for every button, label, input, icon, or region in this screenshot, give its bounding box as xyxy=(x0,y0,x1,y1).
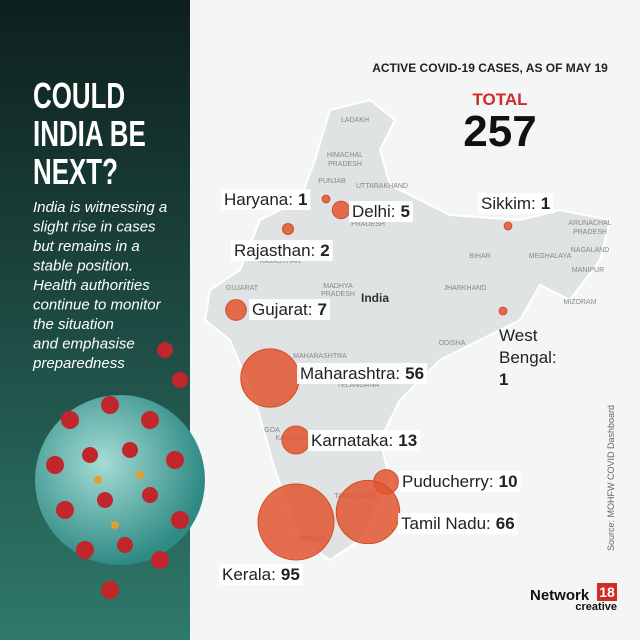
label-bg xyxy=(297,363,428,384)
description: India is witnessing a xyxy=(33,199,167,216)
state-label: Kerala: 95 xyxy=(219,564,303,585)
state-label: Haryana: 1 xyxy=(221,189,311,210)
description: preparedness xyxy=(32,355,125,372)
map-label: UTTARAKHAND xyxy=(356,183,408,190)
map-label: ARUNACHAL xyxy=(568,220,611,227)
label-bg xyxy=(221,189,311,210)
subtitle: ACTIVE COVID-19 CASES, AS OF MAY 19 xyxy=(372,61,608,75)
state-value: 56 xyxy=(405,364,424,383)
state-value: 1 xyxy=(541,194,550,213)
bubble xyxy=(503,221,513,231)
state-label: West Bengal: 1 xyxy=(499,326,557,389)
bubble xyxy=(257,483,335,561)
state-name: Delhi: xyxy=(352,202,395,221)
title: INDIA BE xyxy=(33,114,146,154)
map-label: NAGALAND xyxy=(571,247,610,254)
state-value: 13 xyxy=(398,431,417,450)
state-name: Tamil Nadu: xyxy=(401,514,491,533)
label-bg xyxy=(219,564,303,585)
bubble xyxy=(335,479,401,545)
state-value: 95 xyxy=(281,565,300,584)
map-label: India xyxy=(361,291,389,305)
state-value: 5 xyxy=(400,202,409,221)
state-value: 2 xyxy=(320,241,329,260)
map-label: MEGHALAYA xyxy=(529,253,572,260)
total-label: TOTAL xyxy=(472,90,527,109)
state-label: Karnataka: 13 xyxy=(308,430,421,451)
label-bg xyxy=(231,240,333,261)
bubble xyxy=(281,222,295,236)
state-label: Sikkim: 1 xyxy=(478,193,554,214)
state-name: Haryana: xyxy=(224,190,293,209)
description: but remains in a xyxy=(33,238,140,255)
map-label: MIZORAM xyxy=(563,299,596,306)
total-value: 257 xyxy=(463,107,536,156)
map-label: TELANGANA xyxy=(337,382,380,389)
logo-tag: creative xyxy=(575,601,617,613)
state-value: 7 xyxy=(317,300,326,319)
logo-name: Network xyxy=(530,587,590,604)
description: Health authorities xyxy=(33,277,150,294)
map-label: BIHAR xyxy=(469,253,490,260)
state-name: Bengal: xyxy=(499,348,557,367)
state-value: 10 xyxy=(499,472,518,491)
map-label: MADHYA xyxy=(323,283,353,290)
label-bg xyxy=(478,193,554,214)
state-name: West xyxy=(499,326,538,345)
source: Source: MOHFW COVID Dashboard xyxy=(606,405,616,551)
state-value: 66 xyxy=(496,514,515,533)
map-label: PRADESH xyxy=(321,291,355,298)
map-label: HIMACHAL xyxy=(327,152,363,159)
state-name: Gujarat: xyxy=(252,300,312,319)
state-name: Puducherry: xyxy=(402,472,494,491)
label-bg xyxy=(249,299,330,320)
map-label: RAJASTHAN xyxy=(259,258,301,265)
bubble xyxy=(225,299,247,321)
state-name: Karnataka: xyxy=(311,431,393,450)
map-label: PRADESH xyxy=(328,161,362,168)
state-label: Tamil Nadu: 66 xyxy=(398,513,518,534)
logo-box xyxy=(597,583,617,601)
map-label: ODISHA xyxy=(439,340,466,347)
map-label: MAHARASHTRA xyxy=(293,353,347,360)
bubble xyxy=(281,425,311,455)
map-label: PRADESH xyxy=(351,221,385,228)
description: the situation xyxy=(33,316,114,333)
logo-number: 18 xyxy=(599,584,615,600)
state-name: Sikkim: xyxy=(481,194,536,213)
title: NEXT? xyxy=(33,152,118,192)
state-value: 1 xyxy=(499,370,508,389)
bubble xyxy=(240,348,300,408)
state-name: Maharashtra: xyxy=(300,364,400,383)
virus-illustration xyxy=(35,342,205,599)
map-label: MANIPUR xyxy=(572,267,604,274)
bubble xyxy=(331,200,351,220)
map-label: PUNJAB xyxy=(318,178,346,185)
state-label: Gujarat: 7 xyxy=(249,299,330,320)
state-label: Rajasthan: 2 xyxy=(231,240,333,261)
title: COULD xyxy=(33,76,125,116)
label-bg xyxy=(308,430,421,451)
label-bg xyxy=(399,471,521,492)
description: and emphasise xyxy=(33,336,135,353)
state-value: 1 xyxy=(298,190,307,209)
state-label: Maharashtra: 56 xyxy=(297,363,428,384)
state-label: Delhi: 5 xyxy=(349,201,413,222)
description: continue to monitor xyxy=(33,297,162,314)
label-bg xyxy=(398,513,518,534)
bubble xyxy=(498,306,508,316)
state-label: Puducherry: 10 xyxy=(399,471,521,492)
state-name: Kerala: xyxy=(222,565,276,584)
map-label: PRADESH xyxy=(573,229,607,236)
label-bg xyxy=(349,201,413,222)
map-label: GOA xyxy=(264,427,280,434)
bubble xyxy=(321,194,331,204)
description: slight rise in cases xyxy=(33,219,156,236)
map-label: LADAKH xyxy=(341,117,369,124)
description: stable position. xyxy=(33,258,133,275)
map-label: GUJARAT xyxy=(226,285,259,292)
map-label: JHARKHAND xyxy=(444,285,487,292)
state-name: Rajasthan: xyxy=(234,241,315,260)
